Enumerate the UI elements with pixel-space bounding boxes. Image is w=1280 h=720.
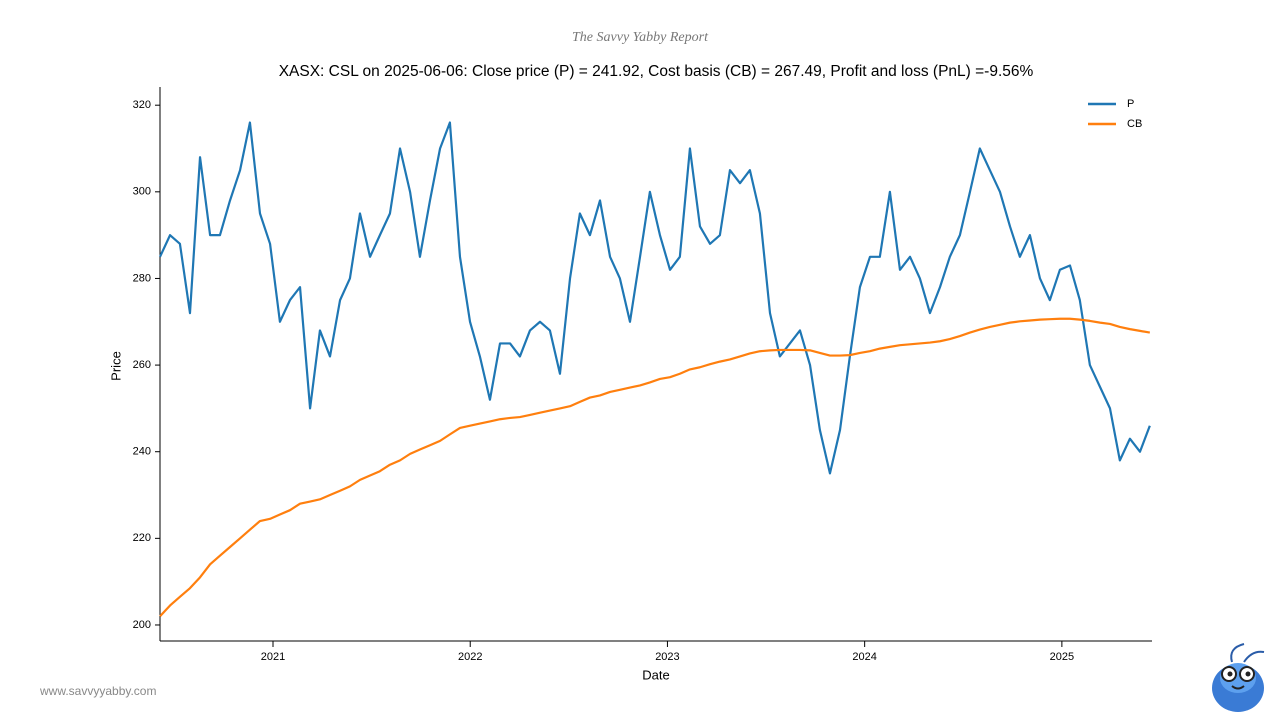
x-tick-label: 2021	[261, 651, 285, 663]
x-tick-label: 2024	[852, 651, 876, 663]
legend-label: P	[1127, 98, 1134, 110]
x-tick-label: 2025	[1050, 651, 1074, 663]
series-line	[159, 121, 1151, 475]
report-header: The Savvy Yabby Report	[572, 30, 709, 45]
y-tick-label: 280	[133, 272, 151, 284]
legend-label: CB	[1127, 118, 1142, 130]
y-tick-label: 200	[133, 619, 151, 631]
y-tick-label: 300	[133, 186, 151, 198]
y-tick-label: 240	[133, 446, 151, 458]
logo	[1212, 643, 1265, 712]
x-axis-label: Date	[642, 667, 669, 682]
chart-title: XASX: CSL on 2025-06-06: Close price (P)…	[279, 63, 1034, 80]
x-tick-label: 2023	[655, 651, 679, 663]
x-tick-label: 2022	[458, 651, 482, 663]
y-axis-label: Price	[108, 351, 123, 381]
y-tick-label: 220	[133, 532, 151, 544]
footer-url: www.savvyyabby.com	[39, 684, 156, 698]
series-line	[159, 317, 1151, 618]
y-tick-label: 260	[133, 359, 151, 371]
y-tick-label: 320	[133, 99, 151, 111]
